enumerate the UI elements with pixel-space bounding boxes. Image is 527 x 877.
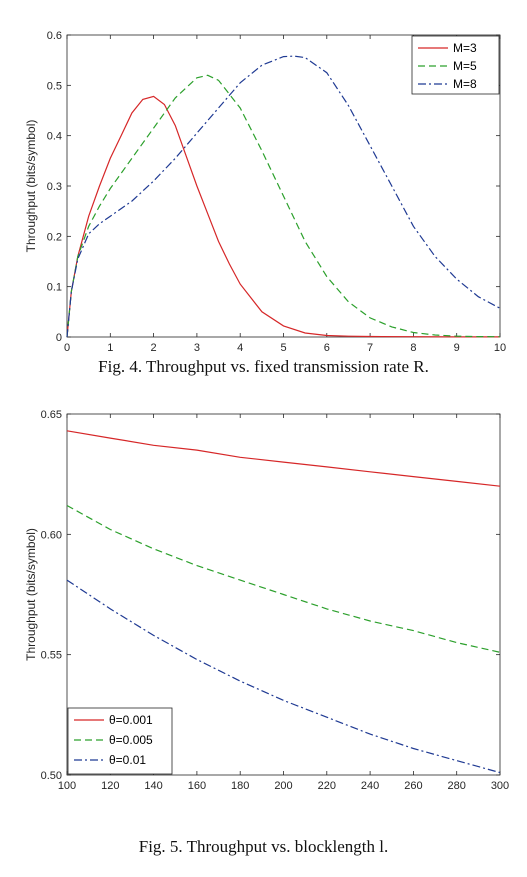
x-tick-label: 8 (410, 342, 416, 354)
x-tick-label: 200 (274, 780, 292, 792)
x-tick-label: 280 (448, 780, 466, 792)
y-tick-label: 0.55 (41, 650, 62, 662)
x-tick-label: 100 (58, 780, 76, 792)
x-tick-label: 2 (151, 342, 157, 354)
figure-caption: Fig. 4. Throughput vs. fixed transmissio… (98, 357, 429, 376)
x-tick-label: 6 (324, 342, 330, 354)
x-tick-label: 240 (361, 780, 379, 792)
x-tick-label: 5 (280, 342, 286, 354)
legend-label: θ=0.001 (109, 713, 153, 727)
y-tick-label: 0.4 (47, 131, 62, 143)
series-line-1 (66, 95, 500, 338)
x-tick-label: 260 (404, 780, 422, 792)
y-tick-label: 0.50 (41, 770, 62, 782)
y-axis-label: Throughput (bits/symbol) (24, 528, 38, 661)
x-tick-label: 10 (494, 342, 506, 354)
y-tick-label: 0.65 (41, 409, 62, 421)
x-tick-label: 7 (367, 342, 373, 354)
x-axis-label: Blocklength l (249, 793, 317, 795)
x-tick-label: 140 (144, 780, 162, 792)
x-tick-label: 1 (107, 342, 113, 354)
y-tick-label: 0 (56, 332, 62, 344)
y-tick-label: 0.5 (47, 80, 62, 92)
x-tick-label: 120 (101, 780, 119, 792)
y-tick-label: 0.60 (41, 529, 62, 541)
x-tick-label: 4 (237, 342, 243, 354)
x-tick-label: 300 (491, 780, 509, 792)
x-tick-label: 180 (231, 780, 249, 792)
x-tick-label: 0 (64, 342, 70, 354)
series-line-3 (66, 55, 501, 338)
legend-label: M=3 (453, 41, 477, 55)
figure-caption: Fig. 5. Throughput vs. blocklength l. (138, 837, 389, 856)
y-axis-label: Throughput (bits/symbol) (24, 120, 38, 253)
legend-box (411, 35, 500, 95)
series-line-2 (66, 74, 501, 338)
x-tick-label: 160 (188, 780, 206, 792)
x-tick-label: 3 (194, 342, 200, 354)
y-tick-label: 0.2 (47, 231, 62, 243)
series-line-2 (66, 504, 501, 653)
legend-label: θ=0.01 (109, 753, 146, 767)
y-tick-label: 0.3 (47, 181, 62, 193)
legend-label: θ=0.005 (109, 733, 153, 747)
legend-label: M=5 (453, 59, 477, 73)
legend-box (67, 707, 173, 775)
series-line-1 (66, 430, 501, 487)
legend-label: M=8 (453, 77, 477, 91)
x-tick-label: 220 (318, 780, 336, 792)
series-line-3 (66, 579, 501, 774)
x-tick-label: 9 (454, 342, 460, 354)
y-tick-label: 0.6 (47, 30, 62, 42)
y-tick-label: 0.1 (47, 282, 62, 294)
chart-fig5: 100 120 140 160 180 200 220 240 260 280 300 0.50 0.5… (24, 409, 509, 795)
